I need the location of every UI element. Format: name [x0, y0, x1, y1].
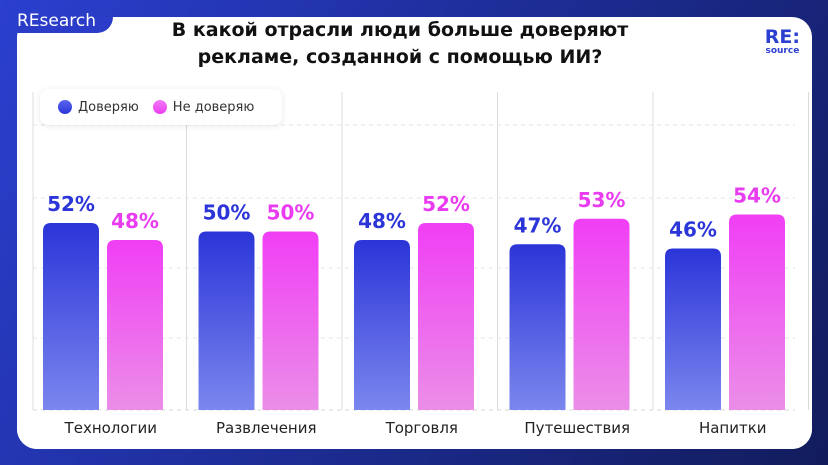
bar: [729, 214, 785, 410]
chart-title: В какой отрасли люди больше доверяют рек…: [171, 19, 629, 68]
legend-label: Доверяю: [78, 99, 139, 115]
bar: [262, 231, 319, 410]
logo-top: RE:: [764, 26, 800, 48]
data-label: 53%: [578, 188, 626, 212]
category-label: Технологии: [64, 419, 157, 437]
category-label: Путешествия: [524, 419, 630, 437]
bar: [354, 240, 410, 410]
data-label: 50%: [267, 201, 315, 225]
data-label: 52%: [422, 192, 470, 216]
legend-label: Не доверяю: [172, 99, 255, 115]
category-label: Напитки: [699, 419, 767, 437]
legend-item-distrust: Не доверяю: [152, 99, 255, 115]
brand-label: REsearch: [17, 11, 97, 31]
category-label: Торговля: [385, 419, 458, 437]
bar: [198, 231, 255, 410]
bar: [573, 218, 630, 410]
bar: [418, 223, 474, 410]
bar: [509, 244, 566, 410]
legend-dot-pink-icon: [152, 100, 167, 114]
category-label: Развлечения: [216, 419, 317, 437]
legend: Доверяю Не доверяю: [40, 89, 282, 125]
data-label: 47%: [514, 213, 562, 237]
legend-dot-blue-icon: [58, 100, 72, 114]
data-label: 48%: [358, 209, 406, 233]
bar: [43, 223, 99, 410]
data-label: 52%: [47, 192, 95, 216]
bar: [665, 248, 721, 410]
data-label: 50%: [203, 201, 251, 225]
legend-item-trust: Доверяю: [58, 100, 139, 115]
data-label: 46%: [669, 218, 717, 242]
bar: [107, 240, 163, 410]
data-label: 54%: [733, 184, 781, 208]
tab-shape: [17, 17, 113, 33]
resource-logo: RE: source: [765, 28, 800, 56]
data-label: 48%: [111, 209, 159, 233]
logo-bottom: source: [765, 46, 800, 56]
